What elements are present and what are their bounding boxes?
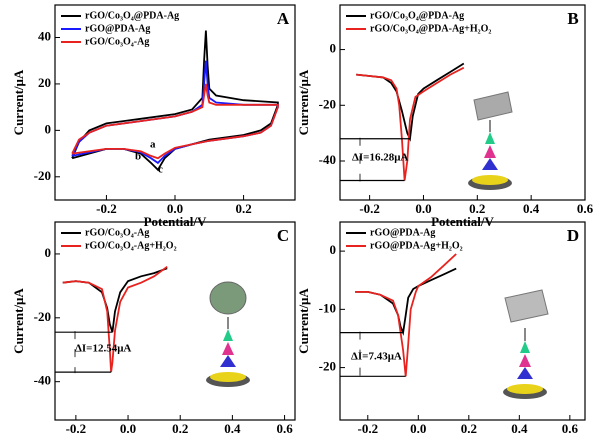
y-tick-label: -20 [319, 359, 336, 374]
plot-frame [54, 221, 296, 421]
data-line [355, 253, 457, 377]
y-tick-label: -20 [319, 96, 336, 111]
y-axis-label: Current/μA [296, 288, 311, 354]
legend-label: rGO/Co₃O₄@PDA-Ag+H₂O₂ [370, 23, 491, 34]
y-tick-label: 20 [38, 75, 51, 90]
x-tick-label: 0.0 [410, 421, 426, 433]
y-tick-label: 0 [45, 121, 52, 136]
y-tick-label: -20 [34, 168, 51, 183]
y-tick-label: 40 [38, 28, 51, 43]
y-axis-label: Current/μA [296, 69, 311, 135]
legend-label: rGO/Co₃O₄@PDA-Ag [370, 10, 464, 21]
y-tick-label: 0 [45, 245, 52, 260]
y-tick-label: -20 [34, 309, 51, 324]
x-tick-label: 0.4 [523, 201, 540, 216]
x-tick-label: 0.6 [276, 421, 293, 433]
y-axis-label: Current/μA [11, 69, 26, 135]
x-tick-label: 0.0 [167, 201, 183, 216]
plot-frame [339, 221, 586, 421]
data-line [71, 83, 279, 160]
electrode-illustration [468, 91, 513, 190]
y-tick-label: -40 [319, 152, 336, 167]
legend-label: rGO/Co₃O₄@PDA-Ag [85, 10, 179, 21]
y-tick-label: 0 [330, 41, 337, 56]
y-axis-label: Current/μA [11, 288, 26, 354]
legend-label: rGO/Co₃O₄-Ag [85, 36, 149, 47]
panel-label: D [567, 226, 579, 245]
electrode-illustration [503, 289, 549, 399]
data-line [71, 30, 279, 172]
x-tick-label: 0.0 [120, 421, 136, 433]
x-tick-label: 0.0 [415, 201, 431, 216]
data-line [62, 265, 168, 373]
x-tick-label: 0.2 [469, 201, 485, 216]
data-line [355, 267, 457, 336]
y-tick-label: -10 [319, 300, 336, 315]
annotation: ΔI=7.43μA [351, 351, 402, 363]
panel-label: C [277, 226, 289, 245]
panel-label: B [567, 9, 578, 28]
plot-frame [339, 4, 586, 201]
x-tick-label: 0.6 [577, 201, 594, 216]
legend-label: rGO/Co₃O₄-Ag+H₂O₂ [85, 240, 177, 251]
x-tick-label: 0.4 [511, 421, 528, 433]
annotation: a [150, 139, 156, 151]
x-tick-label: 0.2 [235, 201, 251, 216]
x-tick-label: -0.2 [357, 421, 378, 433]
legend-label: rGO@PDA-Ag [370, 227, 435, 238]
y-tick-label: 0 [330, 242, 337, 257]
x-tick-label: 0.2 [172, 421, 188, 433]
annotation: c [158, 164, 163, 176]
x-tick-label: 0.2 [461, 421, 477, 433]
electrode-illustration [206, 281, 250, 387]
x-tick-label: 0.4 [224, 421, 241, 433]
x-tick-label: -0.2 [66, 421, 87, 433]
panel-label: A [277, 9, 290, 28]
annotation: ΔI=16.28μA [352, 152, 408, 164]
x-tick-label: -0.2 [96, 201, 117, 216]
x-tick-label: -0.2 [359, 201, 380, 216]
y-tick-label: -40 [34, 373, 51, 388]
annotation: b [135, 151, 141, 163]
annotation: ΔI=12.54μA [75, 343, 131, 355]
x-tick-label: 0.6 [562, 421, 579, 433]
legend-label: rGO@PDA-Ag+H₂O₂ [370, 240, 463, 251]
legend-label: rGO@PDA-Ag [85, 23, 150, 34]
legend-label: rGO/Co₃O₄-Ag [85, 227, 149, 238]
data-line [356, 66, 465, 181]
